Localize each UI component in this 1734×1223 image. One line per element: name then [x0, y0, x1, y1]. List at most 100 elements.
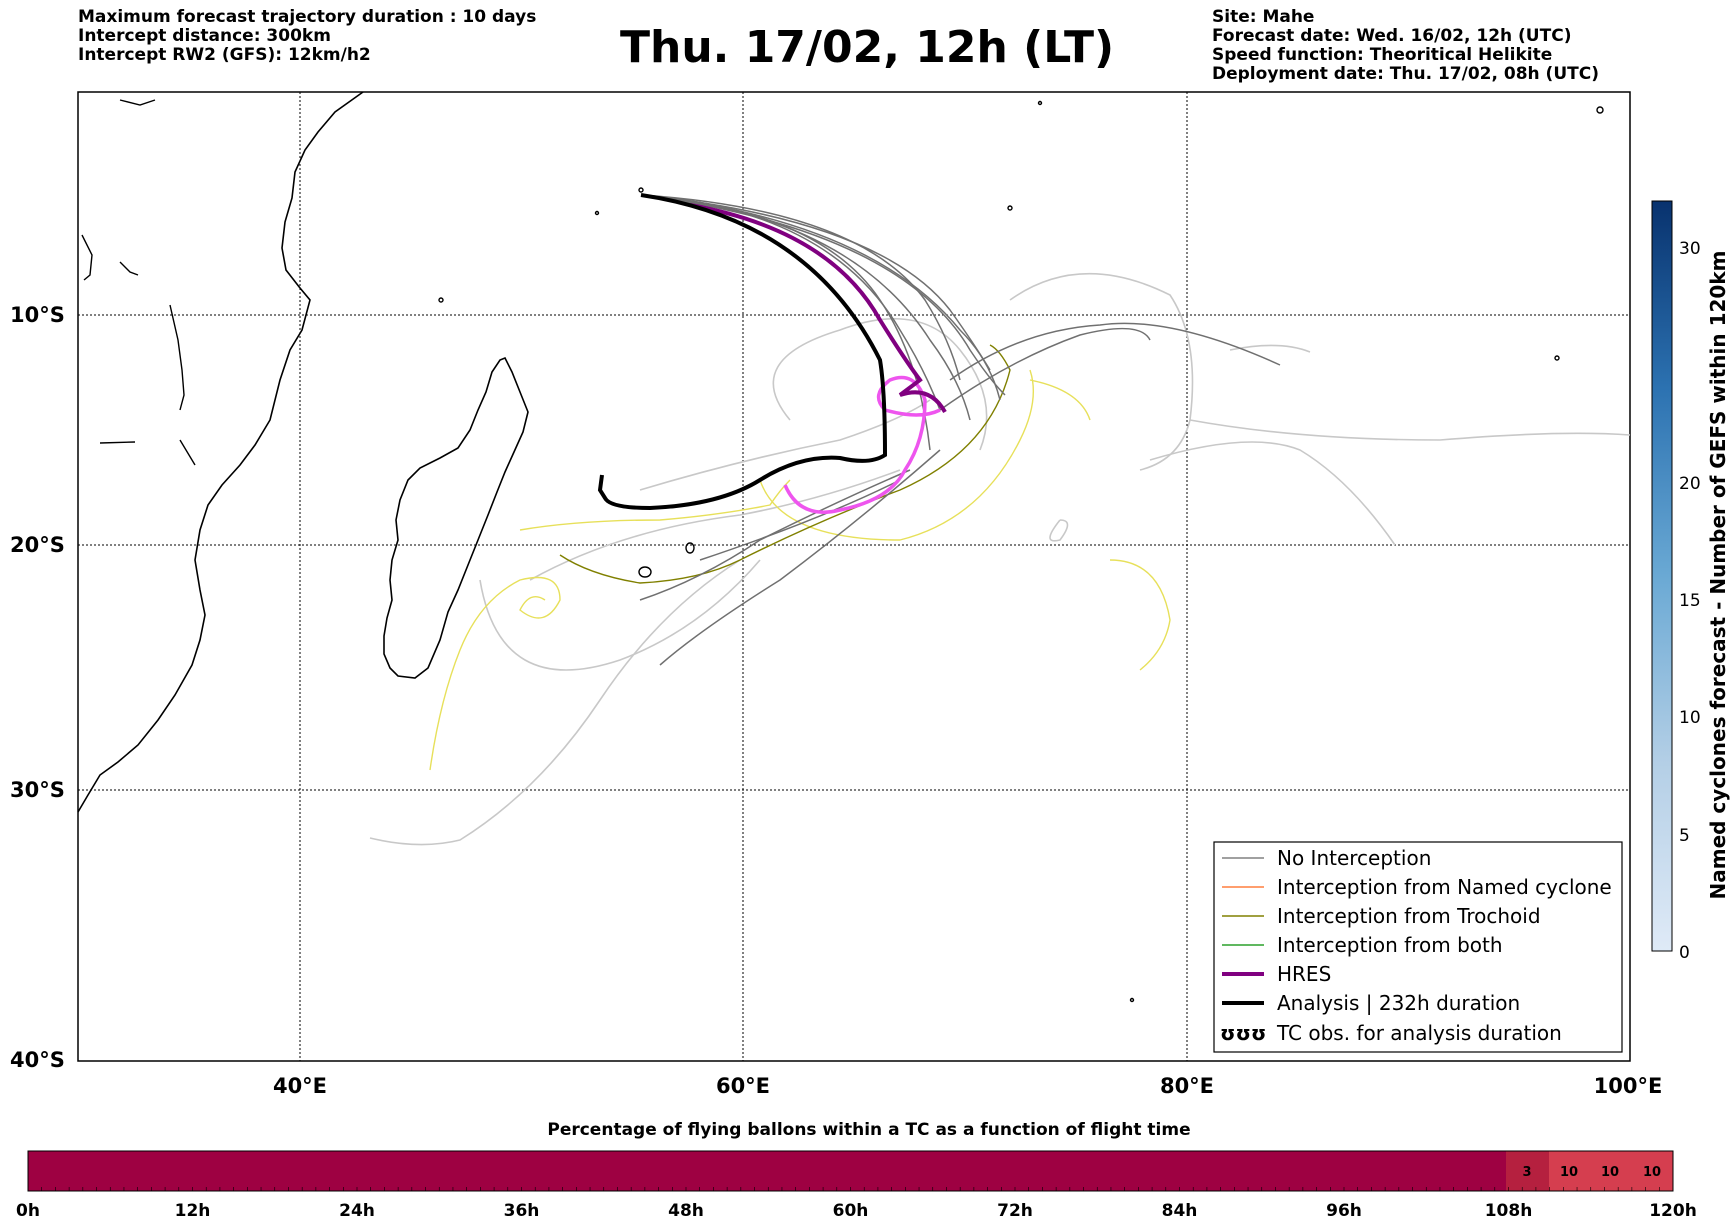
island-mauritius: [685, 542, 695, 554]
track-light: [1009, 272, 1194, 471]
header-line: Intercept RW2 (GFS): 12km/h2: [78, 45, 371, 65]
graticule: [78, 92, 1630, 1061]
colorbar-tick: 30: [1679, 239, 1701, 259]
bar-segment: [1549, 1151, 1673, 1191]
island-dot: [1129, 997, 1135, 1003]
bar-tick-label: 24h: [339, 1201, 375, 1221]
trochoid-track: [759, 369, 1035, 541]
island-coast: [119, 99, 156, 106]
tc-symbol-icon: ʊʊʊ: [1220, 1021, 1266, 1045]
colorbar-fill: [1651, 200, 1673, 952]
bar-value: 10: [1601, 1165, 1619, 1180]
track-light: [1049, 519, 1069, 542]
bar-tick-label: 0h: [16, 1201, 40, 1221]
legend-label: Interception from Named cyclone: [1277, 875, 1612, 899]
track-dark: [659, 449, 941, 666]
island-coast: [179, 439, 196, 466]
flight-time-bar: Percentage of flying ballons within a TC…: [16, 1120, 1697, 1221]
track-dark: [641, 194, 961, 381]
bar-value: 10: [1560, 1165, 1578, 1180]
header-line: Maximum forecast trajectory duration : 1…: [78, 7, 537, 27]
island-dot: [638, 187, 644, 193]
lat-label: 30°S: [10, 778, 65, 802]
header-info-right: Site: Mahe Forecast date: Wed. 16/02, 12…: [1212, 8, 1599, 84]
trochoid-track: [1109, 559, 1171, 671]
bar-tick-label: 72h: [997, 1201, 1033, 1221]
legend-label: No Interception: [1277, 846, 1431, 870]
island-reunion: [638, 566, 652, 578]
island-dot: [1554, 355, 1560, 361]
legend-label: Interception from Trochoid: [1277, 904, 1541, 928]
colorbar-title: Named cyclones forecast - Number of GEFS…: [1706, 251, 1730, 900]
island-coast: [81, 234, 93, 281]
header-line: Intercept distance: 300km: [78, 26, 331, 46]
bar-minor-ticks: [41, 1187, 1660, 1191]
colorbar-tick: 15: [1679, 591, 1701, 611]
bar-value: 10: [1643, 1165, 1661, 1180]
track-dark: [641, 194, 1006, 396]
legend: No Interception Interception from Named …: [1213, 841, 1623, 1053]
colorbar-tick: 20: [1679, 474, 1701, 494]
bar-segment-base: [28, 1151, 1506, 1191]
track-light: [1189, 419, 1631, 441]
island-coast: [169, 304, 185, 411]
island-dot: [1037, 100, 1043, 106]
lon-label: 60°E: [716, 1074, 770, 1098]
track-hres: [689, 203, 947, 414]
lon-label: 80°E: [1160, 1074, 1214, 1098]
track-dark: [949, 322, 1281, 381]
island-dot: [1596, 106, 1604, 114]
track-dark: [641, 194, 991, 371]
track-dark: [939, 327, 1151, 411]
island-dot: [438, 297, 444, 303]
bar-value: 3: [1522, 1165, 1531, 1180]
track-analysis: [597, 193, 888, 511]
bar-tick-label: 60h: [833, 1201, 869, 1221]
header-line: Forecast date: Wed. 16/02, 12h (UTC): [1212, 26, 1572, 46]
lon-label: 40°E: [273, 1074, 327, 1098]
ensemble-tracks-dark: [639, 194, 1281, 666]
legend-box: [1213, 841, 1623, 1053]
trochoid-tracks: [429, 369, 1171, 771]
track-light: [479, 559, 761, 671]
bar-tick-label: 36h: [504, 1201, 540, 1221]
track-light: [772, 318, 988, 451]
track-dark: [641, 194, 971, 421]
trochoid-track: [1029, 379, 1091, 421]
map-title: Thu. 17/02, 12h (LT): [620, 22, 1115, 73]
legend-label: Interception from both: [1277, 933, 1503, 957]
track-trochoid-interception: [559, 344, 1011, 584]
track-dark: [699, 479, 901, 561]
islands: [81, 99, 1604, 1003]
island-dot: [1007, 205, 1013, 211]
track-light: [1149, 441, 1396, 546]
legend-label: HRES: [1277, 962, 1331, 986]
colorbar-gefs: 0 5 10 15 20 30 Named cyclones forecast …: [1651, 200, 1730, 963]
legend-label: TC obs. for analysis duration: [1276, 1021, 1562, 1045]
bar-tick-label: 120h: [1649, 1201, 1697, 1221]
colorbar-tick: 5: [1679, 826, 1690, 846]
bar-tick-labels: 0h 12h 24h 36h 48h 60h 72h 84h 96h 108h 120h: [16, 1201, 1697, 1221]
trochoid-track: [519, 479, 791, 531]
lat-label: 40°S: [10, 1048, 65, 1072]
lat-label: 10°S: [10, 303, 65, 327]
bar-tick-label: 96h: [1326, 1201, 1362, 1221]
header-info-left: Maximum forecast trajectory duration : 1…: [78, 8, 536, 65]
header-line: Speed function: Theoritical Helikite: [1212, 45, 1553, 65]
header-line: Deployment date: Thu. 17/02, 08h (UTC): [1212, 64, 1599, 84]
bottom-bar-title: Percentage of flying ballons within a TC…: [547, 1120, 1190, 1140]
header-line: Site: Mahe: [1212, 7, 1315, 27]
track-light: [369, 559, 741, 846]
legend-label: Analysis | 232h duration: [1277, 991, 1520, 1015]
lat-label: 20°S: [10, 533, 65, 557]
colorbar-tick: 0: [1679, 943, 1690, 963]
bar-segment: [1506, 1151, 1549, 1191]
bar-tick-label: 12h: [175, 1201, 211, 1221]
trochoid-track: [429, 576, 561, 771]
island-coast: [99, 441, 136, 444]
island-dot: [594, 210, 600, 216]
africa-coastline: [77, 91, 364, 813]
lon-label: 100°E: [1594, 1074, 1663, 1098]
bar-tick-label: 48h: [668, 1201, 704, 1221]
